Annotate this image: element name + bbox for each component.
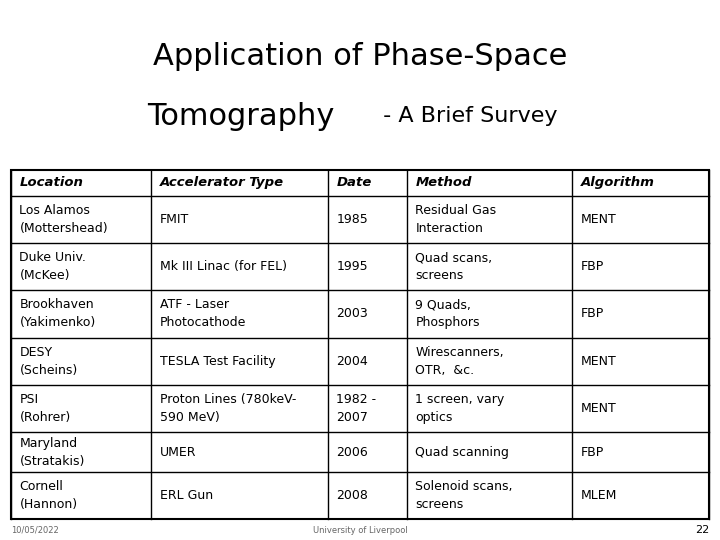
Text: MENT: MENT [581, 402, 617, 415]
Text: Method: Method [415, 177, 472, 190]
Text: 2004: 2004 [336, 355, 368, 368]
Text: Location: Location [19, 177, 84, 190]
Text: ATF - Laser
Photocathode: ATF - Laser Photocathode [160, 299, 246, 329]
Text: 2003: 2003 [336, 307, 368, 320]
Text: Duke Univ.
(McKee): Duke Univ. (McKee) [19, 251, 86, 282]
Text: DESY
(Scheins): DESY (Scheins) [19, 346, 78, 377]
Text: 22: 22 [695, 525, 709, 535]
Text: 1985: 1985 [336, 213, 368, 226]
Text: Solenoid scans,
screens: Solenoid scans, screens [415, 480, 513, 511]
Text: 10/05/2022: 10/05/2022 [11, 526, 58, 535]
Text: MENT: MENT [581, 355, 617, 368]
Text: FBP: FBP [581, 446, 604, 458]
Text: FBP: FBP [581, 260, 604, 273]
Text: Residual Gas
Interaction: Residual Gas Interaction [415, 204, 497, 235]
Text: TESLA Test Facility: TESLA Test Facility [160, 355, 276, 368]
Text: Quad scanning: Quad scanning [415, 446, 509, 458]
Text: 1 screen, vary
optics: 1 screen, vary optics [415, 393, 505, 424]
Text: MENT: MENT [581, 213, 617, 226]
Text: ERL Gun: ERL Gun [160, 489, 213, 502]
Text: 2008: 2008 [336, 489, 368, 502]
Text: Accelerator Type: Accelerator Type [160, 177, 284, 190]
Text: Cornell
(Hannon): Cornell (Hannon) [19, 480, 78, 511]
Text: Mk III Linac (for FEL): Mk III Linac (for FEL) [160, 260, 287, 273]
Text: 1982 -
2007: 1982 - 2007 [336, 393, 377, 424]
Text: MLEM: MLEM [581, 489, 618, 502]
Text: UMER: UMER [160, 446, 197, 458]
Text: Date: Date [336, 177, 372, 190]
Text: PSI
(Rohrer): PSI (Rohrer) [19, 393, 71, 424]
Text: 9 Quads,
Phosphors: 9 Quads, Phosphors [415, 299, 480, 329]
Text: FBP: FBP [581, 307, 604, 320]
Text: Algorithm: Algorithm [581, 177, 655, 190]
Text: Quad scans,
screens: Quad scans, screens [415, 251, 492, 282]
Text: - A Brief Survey: - A Brief Survey [376, 106, 557, 126]
Text: Application of Phase-Space: Application of Phase-Space [153, 42, 567, 71]
Text: Maryland
(Stratakis): Maryland (Stratakis) [19, 437, 85, 468]
Text: Tomography: Tomography [148, 102, 335, 131]
Text: Wirescanners,
OTR,  &c.: Wirescanners, OTR, &c. [415, 346, 504, 377]
Text: 2006: 2006 [336, 446, 368, 458]
Text: Proton Lines (780keV-
590 MeV): Proton Lines (780keV- 590 MeV) [160, 393, 296, 424]
Text: University of Liverpool: University of Liverpool [312, 526, 408, 535]
Text: 1995: 1995 [336, 260, 368, 273]
Text: Brookhaven
(Yakimenko): Brookhaven (Yakimenko) [19, 299, 96, 329]
Text: FMIT: FMIT [160, 213, 189, 226]
Text: Los Alamos
(Mottershead): Los Alamos (Mottershead) [19, 204, 108, 235]
Bar [11, 170, 709, 519]
